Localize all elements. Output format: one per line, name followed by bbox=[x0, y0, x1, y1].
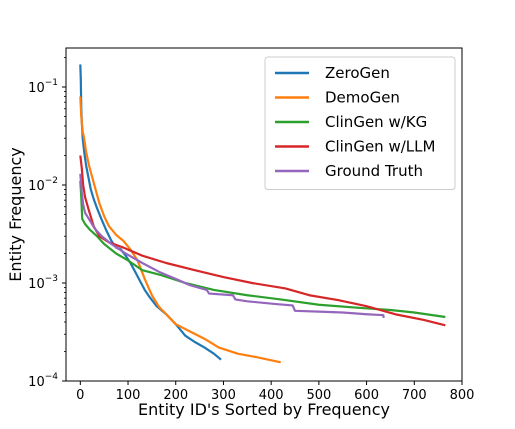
y-tick-label: 10−2 bbox=[28, 176, 58, 194]
ticks-layer: 0 100 200 300 400 500 600 700 800 10−4 10−3 10−2 10−… bbox=[28, 57, 474, 403]
series-line-clingen-w-kg bbox=[79, 180, 446, 319]
series-line-clingen-w-llm bbox=[79, 155, 446, 327]
x-tick-label: 300 bbox=[211, 388, 236, 403]
legend-label: ZeroGen bbox=[325, 64, 390, 82]
x-tick-label: 400 bbox=[259, 388, 284, 403]
x-tick-label: 800 bbox=[450, 388, 475, 403]
legend-label: ClinGen w/LLM bbox=[325, 138, 435, 156]
x-tick-label: 600 bbox=[354, 388, 379, 403]
legend-box bbox=[264, 56, 456, 190]
legend-label: ClinGen w/KG bbox=[325, 113, 427, 131]
series-line-zerogen bbox=[79, 64, 222, 361]
legend-label: DemoGen bbox=[325, 89, 400, 107]
x-tick-label: 0 bbox=[76, 388, 84, 403]
y-tick-label: 10−4 bbox=[28, 372, 58, 390]
x-axis-label: Entity ID's Sorted by Frequency bbox=[138, 400, 390, 419]
legend: ZeroGen DemoGen ClinGen w/KG ClinGen w/LLM G… bbox=[264, 56, 456, 190]
series-layer bbox=[79, 64, 446, 364]
x-tick-label: 100 bbox=[116, 388, 141, 403]
x-tick-label: 200 bbox=[163, 388, 188, 403]
y-tick-label: 10−1 bbox=[28, 78, 58, 96]
x-tick-label: 500 bbox=[306, 388, 331, 403]
x-tick-label: 700 bbox=[402, 388, 427, 403]
series-line-demogen bbox=[79, 96, 281, 364]
y-tick-label: 10−3 bbox=[28, 274, 58, 292]
legend-label: Ground Truth bbox=[325, 162, 423, 180]
series-line-ground-truth bbox=[79, 173, 385, 319]
y-axis-label: Entity Frequency bbox=[6, 147, 25, 281]
